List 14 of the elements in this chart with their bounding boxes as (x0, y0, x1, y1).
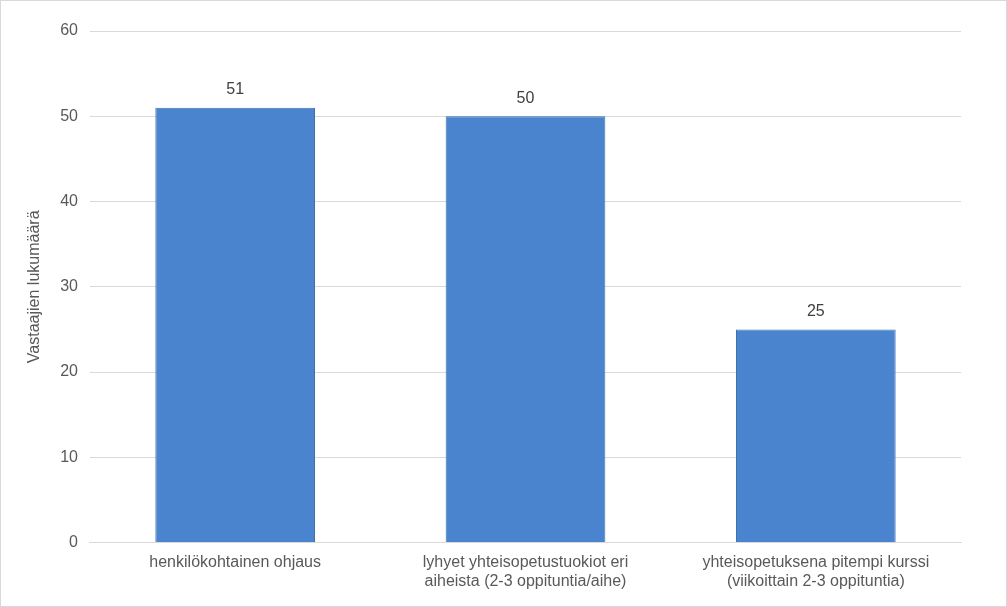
x-tick-label: yhteisopetuksena pitempi kurssi (viikoittain 2-3 oppituntia) (702, 552, 930, 589)
y-axis-title: Vastaajien lukumäärä (25, 210, 43, 364)
data-label: 51 (226, 80, 245, 98)
data-label: 50 (516, 88, 535, 106)
y-tick-label: 10 (60, 447, 79, 465)
x-tick-label: henkilökohtainen ohjaus (149, 552, 322, 570)
x-tick-label: lyhyet yhteisopetustuokiot eri aiheista (2-3 oppituntia/aihe) (422, 552, 629, 589)
y-tick-label: 0 (69, 533, 79, 551)
y-tick-label: 30 (60, 277, 79, 295)
y-tick-label: 40 (60, 191, 79, 209)
y-tick-label: 60 (60, 21, 79, 39)
data-label: 25 (806, 301, 825, 319)
y-tick-label: 50 (60, 106, 79, 124)
y-tick-label: 20 (60, 362, 79, 380)
